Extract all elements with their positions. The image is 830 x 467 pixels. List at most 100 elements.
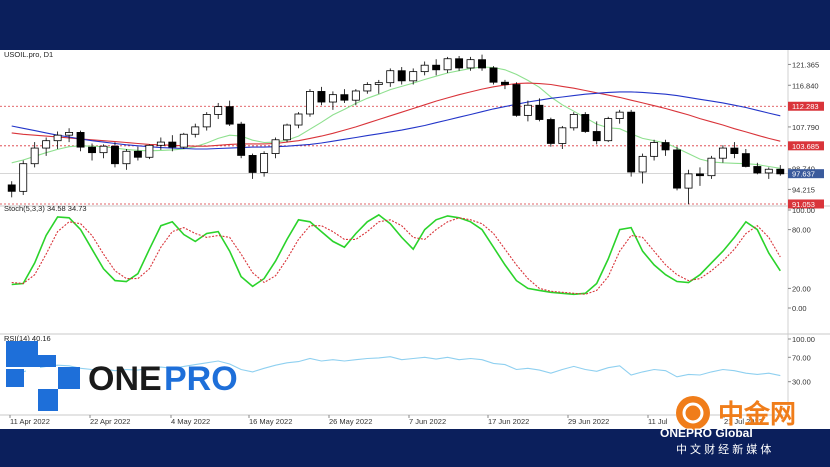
watermark: 中金网 ONEPRO Global 中 文 财 经 新 媒 体 [660,396,796,456]
candle-up [42,140,51,149]
level-tag-label: 91.053 [792,200,815,209]
candle-up [271,139,280,154]
candle-up [294,113,303,126]
level-tag-label: 112.283 [792,102,819,111]
price-tick-label: 94.215 [792,185,815,194]
candle-up [764,168,773,174]
candle-down [776,168,785,175]
candle-up [65,132,74,136]
price-tick-label: 107.790 [792,123,819,132]
candle-down [88,146,96,154]
logo-text-pro: PRO [164,360,238,398]
candle-up [523,104,532,116]
candle-up [145,144,154,158]
date-tick-label: 17 Jun 2022 [488,417,529,426]
stoch-signal-line [11,217,781,295]
candle-up [156,141,165,146]
candle-up [558,127,567,144]
candle-down [111,145,119,165]
candle-down [432,64,441,71]
price-tick-label: 98.740 [792,165,815,174]
rsi-tick-label: 30.00 [792,378,811,387]
candle-up [363,84,372,92]
candle-down [661,142,670,151]
watermark-brand: 中金网 [718,399,796,429]
candle-down [489,67,498,83]
stoch-tick-label: 100.00 [792,206,815,215]
candle-down [696,173,704,177]
candle-down [673,149,681,189]
stoch-tick-label: 80.00 [792,226,811,235]
candle-up [684,173,693,189]
candle-up [569,114,578,129]
candle-up [306,91,314,115]
candle-up [122,150,131,165]
watermark-sub: ONEPRO Global [660,426,753,440]
rsi-panel: 100.00 70.00 30.00 [0,333,830,387]
stoch-tick-label: 0.00 [792,304,807,313]
candle-up [638,155,647,173]
candle-down [581,114,590,132]
candle-up [650,142,659,157]
candle-down [248,155,257,173]
candle-down [627,111,636,173]
candle-down [76,132,85,148]
stochastic-panel: 100.00 80.00 20.00 0.00 [11,206,815,313]
current-price-tag [788,169,824,179]
candle-up [374,82,383,85]
price-tick-label: 116.840 [792,81,819,90]
logo-text-one: ONE [88,360,162,398]
ma-fast-line [11,66,781,169]
candle-up [386,70,395,84]
candle-up [328,94,337,103]
candle-up [443,58,452,71]
candle-up [19,163,28,192]
candle-down [7,184,16,192]
date-tick-label: 16 May 2022 [249,417,292,426]
candle-up [604,118,613,142]
watermark-badge-ring [682,402,704,424]
date-tick-label: 22 Apr 2022 [90,417,130,426]
logo-block-bottom [38,389,58,411]
chart-area [0,50,830,429]
level-tag [788,141,824,151]
candle-down [478,59,486,69]
candle-down [501,81,509,85]
candle-down [397,70,406,82]
candle-down [546,119,555,144]
candle-up [179,133,188,148]
candle-down [317,91,326,103]
level-tag [788,101,824,111]
candle-up [707,157,716,177]
candle-up [283,124,291,141]
candle-down [512,84,521,116]
rsi-tick-label: 70.00 [792,353,811,362]
candle-up [615,111,624,119]
logo-gap [26,367,40,381]
onepro-logo: ONE PRO [6,341,238,411]
logo-block-mid [38,355,56,367]
candle-up [466,59,475,69]
level-tag-label: 103.685 [792,142,819,151]
candle-down [133,150,142,158]
candle-down [592,131,601,142]
stochastic-label: Stoch(5,3,3) 34.58 34.73 [4,204,87,213]
candle-up [30,147,39,165]
rsi-rsi-line [11,356,781,378]
candle-down [535,104,544,120]
rsi-tick-label: 100.00 [792,335,815,344]
logo-block-left [6,341,38,367]
candle-down [753,166,762,174]
stoch-main-line [11,213,781,296]
candle-down [741,153,750,167]
price-tick-label: 121.365 [792,60,819,69]
candle-up [409,71,418,82]
stoch-tick-label: 20.00 [792,284,811,293]
level-tag [788,199,824,209]
ma-mid-line [11,82,781,147]
candle-up [191,126,200,135]
candle-down [455,58,464,69]
candle-up [202,114,211,128]
candle-up [718,147,727,159]
candle-up [420,64,429,73]
